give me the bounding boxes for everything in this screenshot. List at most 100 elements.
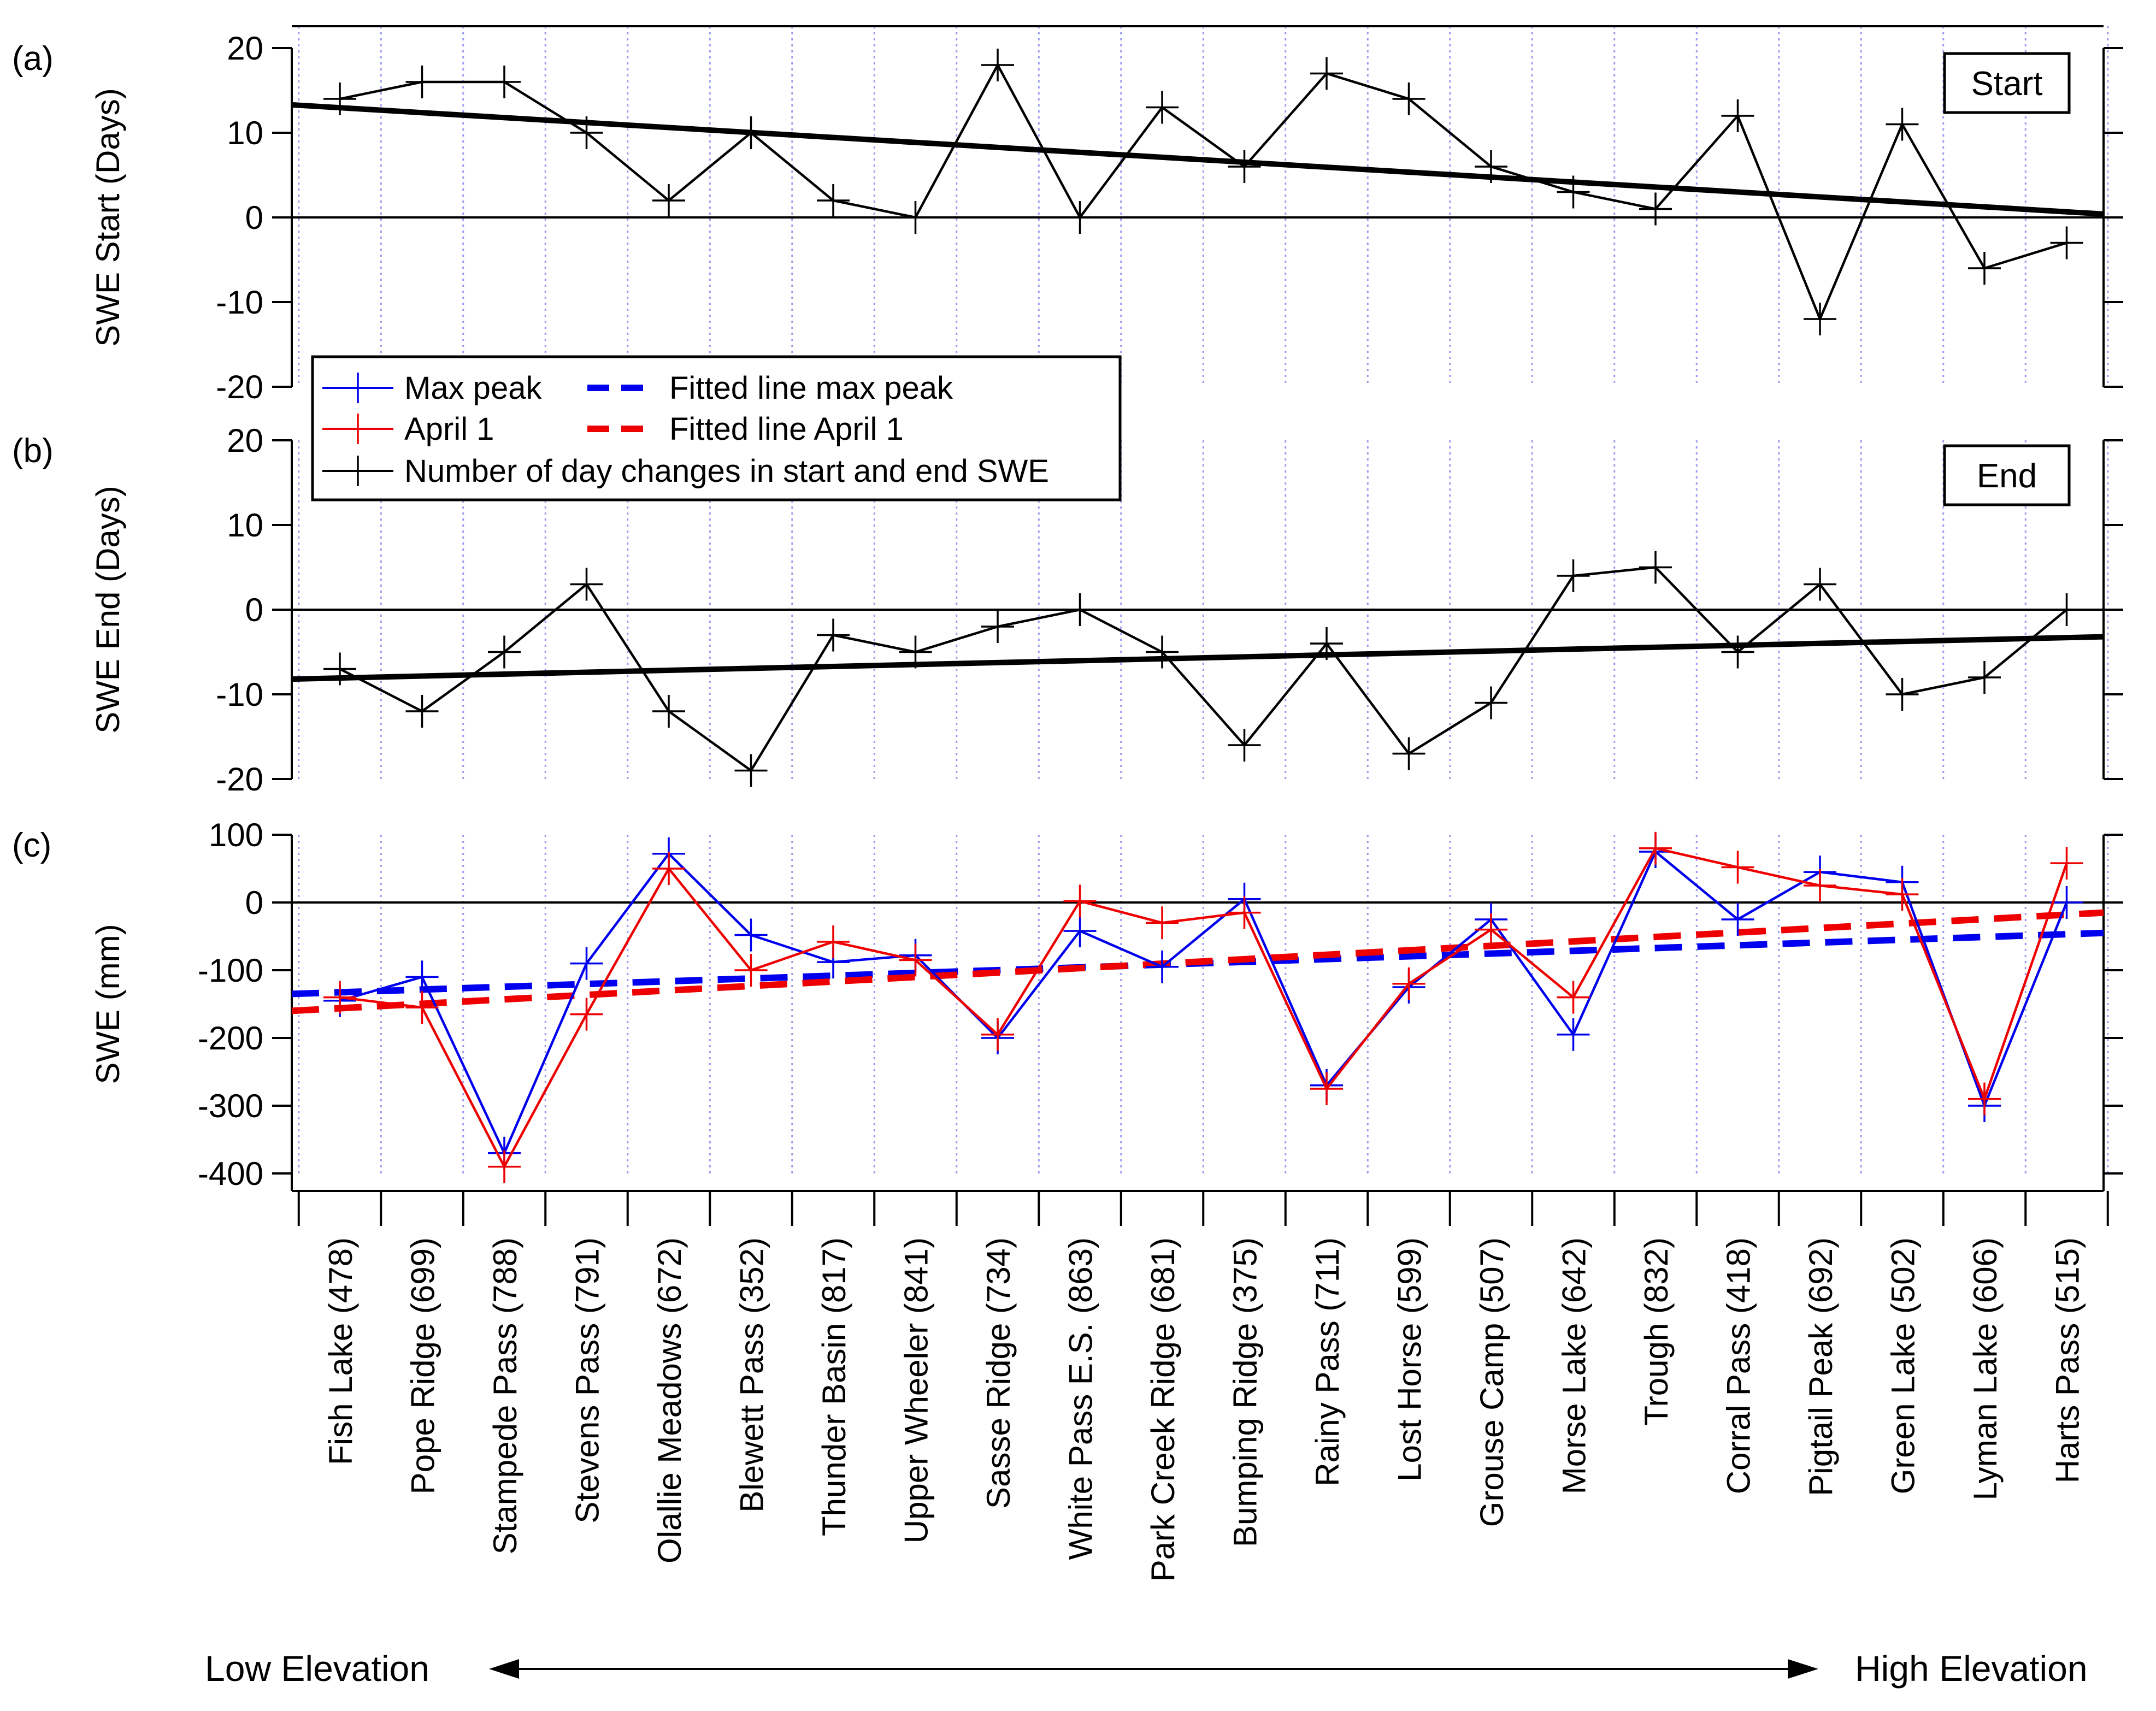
panel-c-marker-april-1 (570, 998, 603, 1031)
panel-c-marker-max-peak (1146, 950, 1179, 983)
legend-item-fitted-line-max-peak: Fitted line max peak (587, 370, 953, 406)
panel-c-marker-april-1 (981, 1018, 1014, 1051)
panel-a: 20 10 0 -10 -20 SWE Start (Days) (a) Start (12, 25, 2123, 405)
site-label: White Pass E.S. (863) (1063, 1237, 1099, 1560)
panel-c-label: (c) (12, 827, 51, 864)
panel-c-marker-april-1 (1228, 896, 1261, 929)
site-label: Harts Pass (515) (2049, 1237, 2086, 1483)
panel-b-marker-number-of-day-changes-in-start-and-end-swe (652, 695, 685, 728)
site-label: Trough (832) (1638, 1237, 1675, 1426)
panel-a-marker-number-of-day-changes-in-start-and-end-swe (1146, 91, 1179, 124)
panel-c-marker-april-1 (899, 943, 932, 977)
site-label: Stampede Pass (788) (487, 1237, 523, 1554)
panel-c-marker-april-1 (1639, 831, 1672, 865)
panel-a-ytick-label: -20 (216, 369, 263, 405)
panel-b-marker-number-of-day-changes-in-start-and-end-swe (1804, 568, 1836, 601)
panel-c-ytick-label: 0 (245, 884, 263, 921)
panel-a-marker-number-of-day-changes-in-start-and-end-swe (1392, 82, 1425, 115)
panel-a-ytick-label: -10 (216, 284, 263, 321)
panel-c-marker-april-1 (488, 1150, 521, 1183)
panel-b-series-number-of-day-changes-in-start-and-end-swe (339, 566, 2067, 772)
site-label: Fish Lake (478) (322, 1237, 359, 1465)
panel-c-marker-april-1 (1146, 906, 1179, 940)
panel-b-ytick-label: 0 (245, 592, 263, 628)
high-elevation-label: High Elevation (1855, 1648, 2088, 1689)
site-label: Corral Pass (418) (1721, 1237, 1757, 1494)
site-label: Thunder Basin (817) (816, 1237, 852, 1536)
panel-c-ytick-label: -300 (198, 1088, 263, 1124)
panel-c-marker-max-peak (570, 947, 603, 980)
panel-b-marker-number-of-day-changes-in-start-and-end-swe (1392, 737, 1425, 770)
panel-c: 100 0 -100 -200 -300 -400 SWE (mm) (c) (12, 817, 2123, 1192)
panel-b-label: (b) (12, 432, 54, 470)
panel-b-marker-number-of-day-changes-in-start-and-end-swe (2050, 593, 2083, 626)
panel-c-marker-april-1 (2050, 847, 2083, 880)
panel-c-ytick-label: -200 (198, 1020, 263, 1057)
panel-b-ylabel: SWE End (Days) (90, 486, 126, 733)
panel-a-marker-number-of-day-changes-in-start-and-end-swe (1721, 99, 1754, 132)
panel-c-series-april-1 (339, 847, 2068, 1170)
panel-c-marker-april-1 (323, 981, 356, 1014)
panel-a-marker-number-of-day-changes-in-start-and-end-swe (817, 184, 850, 217)
panel-a-marker-number-of-day-changes-in-start-and-end-swe (323, 82, 356, 115)
legend-item-fitted-line-april-1: Fitted line April 1 (587, 411, 904, 447)
panel-c-series-max-peak (339, 849, 2068, 1157)
panel-b-marker-number-of-day-changes-in-start-and-end-swe (1639, 551, 1672, 584)
panel-b-marker-number-of-day-changes-in-start-and-end-swe (1968, 661, 2001, 694)
panel-b-fit-fitted-line (291, 634, 2104, 682)
panel-b-box-label: End (1977, 457, 2037, 495)
panel-b-marker-number-of-day-changes-in-start-and-end-swe (488, 635, 521, 669)
panel-b-ytick-label: -10 (216, 676, 263, 713)
panel-b-marker-number-of-day-changes-in-start-and-end-swe (734, 754, 768, 787)
panel-a-marker-number-of-day-changes-in-start-and-end-swe (899, 201, 932, 234)
panel-c-marker-april-1 (1968, 1082, 2001, 1116)
panel-c-ytick-label: -400 (198, 1155, 263, 1192)
panel-a-marker-number-of-day-changes-in-start-and-end-swe (1063, 201, 1097, 234)
panel-c-marker-april-1 (1475, 913, 1507, 946)
site-label: Rainy Pass (711) (1309, 1237, 1346, 1486)
legend-item-number-of-day-changes-in-start-and-end-swe-label: Number of day changes in start and end S… (404, 453, 1049, 489)
panel-c-ytick-label: -100 (198, 952, 263, 989)
panel-b-marker-number-of-day-changes-in-start-and-end-swe (1228, 729, 1261, 762)
panel-a-box-label: Start (1971, 65, 2043, 103)
site-label: Park Creek Ridge (681) (1145, 1237, 1181, 1582)
site-label: Blewett Pass (352) (734, 1237, 770, 1513)
legend-item-april-1: April 1 (322, 411, 494, 447)
legend: Max peak Fitted line max peak April 1 Fitte… (311, 355, 1122, 502)
legend-item-april-1-label: April 1 (404, 411, 494, 447)
panel-b-marker-number-of-day-changes-in-start-and-end-swe (1146, 635, 1179, 669)
legend-item-max-peak: Max peak (322, 370, 542, 406)
legend-item-max-peak-label: Max peak (404, 370, 542, 406)
panel-b-box (1943, 444, 2071, 506)
panel-c-ylabel: SWE (mm) (90, 924, 126, 1084)
panel-c-marker-april-1 (1063, 884, 1097, 918)
panel-a-marker-number-of-day-changes-in-start-and-end-swe (2050, 226, 2083, 259)
site-label: Upper Wheeler (841) (898, 1237, 935, 1543)
panel-a-ytick-label: 0 (245, 199, 263, 236)
legend-item-number-of-day-changes-in-start-and-end-swe: Number of day changes in start and end S… (322, 453, 1049, 489)
site-label: Morse Lake (642) (1556, 1237, 1593, 1494)
panel-b-ytick-label: 10 (227, 507, 263, 544)
panel-a-marker-number-of-day-changes-in-start-and-end-swe (1310, 57, 1343, 90)
panel-a-marker-number-of-day-changes-in-start-and-end-swe (1639, 192, 1672, 226)
panel-a-ytick-label: 10 (227, 115, 263, 151)
panel-b-marker-number-of-day-changes-in-start-and-end-swe (981, 610, 1014, 643)
panel-a-marker-number-of-day-changes-in-start-and-end-swe (1557, 175, 1590, 209)
panel-c-marker-max-peak (1557, 1018, 1590, 1051)
site-label: Olallie Meadows (672) (651, 1237, 688, 1564)
site-label: Lyman Lake (606) (1967, 1237, 2004, 1500)
panel-c-marker-april-1 (1392, 967, 1425, 1000)
panel-a-marker-number-of-day-changes-in-start-and-end-swe (981, 49, 1014, 81)
elevation-arrow-right-head (1788, 1659, 1818, 1679)
site-label: Lost Horse (599) (1392, 1237, 1428, 1482)
panel-b-marker-number-of-day-changes-in-start-and-end-swe (1475, 686, 1507, 719)
panel-b-marker-number-of-day-changes-in-start-and-end-swe (1721, 635, 1754, 669)
low-elevation-label: Low Elevation (205, 1648, 429, 1689)
panel-a-series-number-of-day-changes-in-start-and-end-swe (339, 62, 2067, 322)
panel-b-marker-number-of-day-changes-in-start-and-end-swe (1310, 627, 1343, 660)
panel-c-marker-april-1 (1886, 878, 1919, 911)
panel-b-marker-number-of-day-changes-in-start-and-end-swe (405, 695, 439, 728)
site-label: Stevens Pass (791) (569, 1237, 606, 1524)
panel-b-marker-number-of-day-changes-in-start-and-end-swe (323, 652, 356, 686)
